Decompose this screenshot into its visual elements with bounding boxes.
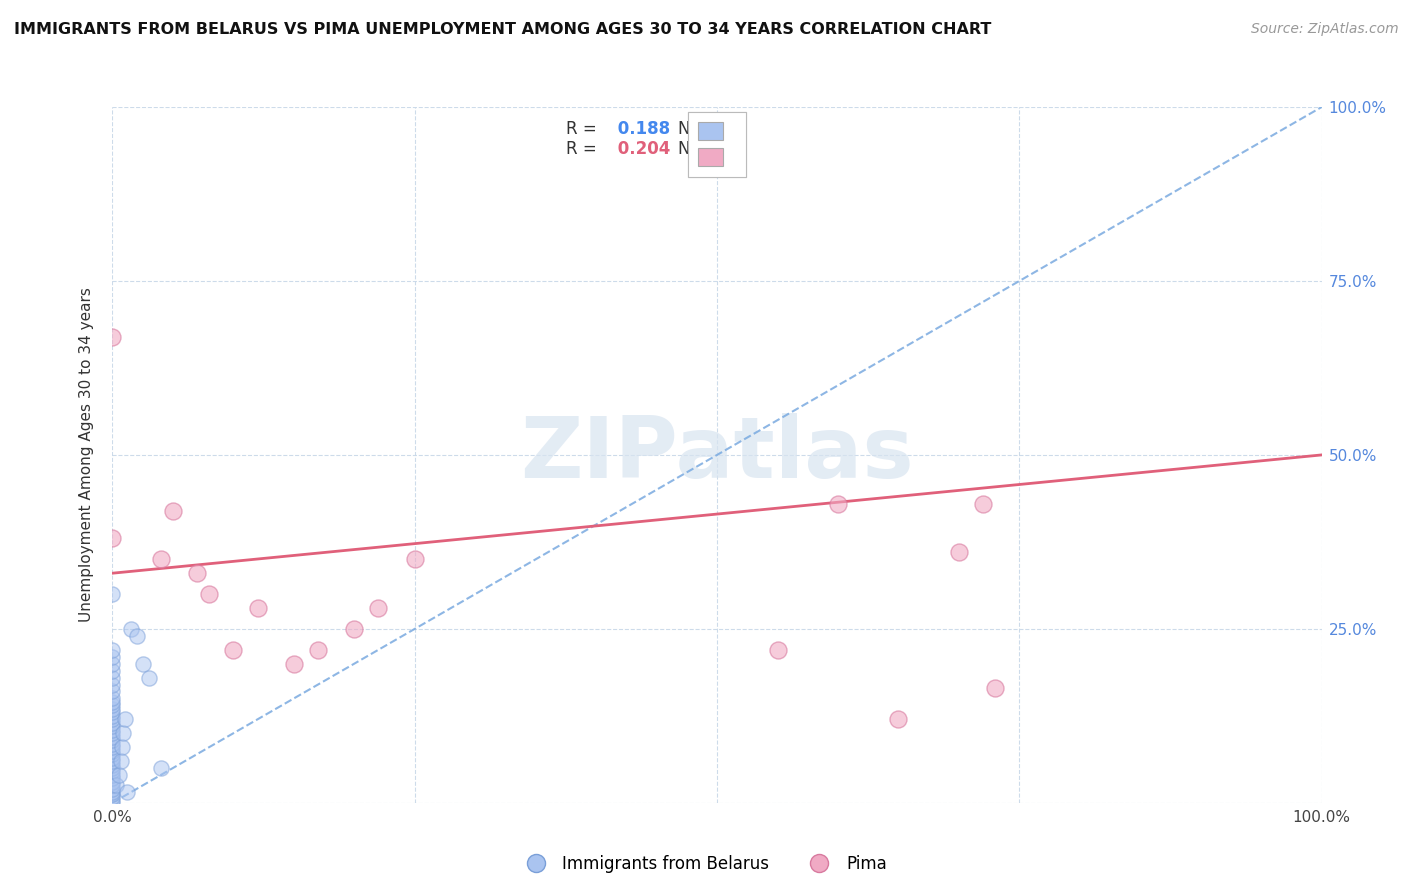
Point xyxy=(101,768,124,782)
Text: 52: 52 xyxy=(706,120,735,138)
Point xyxy=(101,698,124,713)
Point xyxy=(101,706,124,720)
Point xyxy=(101,532,124,546)
Point xyxy=(101,664,124,678)
Point xyxy=(101,677,124,691)
Point xyxy=(125,629,148,643)
Point xyxy=(101,715,124,730)
Point xyxy=(110,754,132,768)
Point xyxy=(246,601,269,615)
Legend: , : , xyxy=(688,112,747,177)
Text: N =: N = xyxy=(657,140,714,158)
Text: 0.204: 0.204 xyxy=(612,140,671,158)
Point xyxy=(101,737,124,751)
Point xyxy=(101,754,124,768)
Point xyxy=(766,642,789,657)
Point xyxy=(107,768,129,782)
Point xyxy=(101,649,124,664)
Point xyxy=(132,657,155,671)
Point xyxy=(101,785,124,799)
Point xyxy=(198,587,221,601)
Point xyxy=(101,750,124,764)
Point xyxy=(101,744,124,758)
Point xyxy=(307,642,329,657)
Text: Source: ZipAtlas.com: Source: ZipAtlas.com xyxy=(1251,22,1399,37)
Y-axis label: Unemployment Among Ages 30 to 34 years: Unemployment Among Ages 30 to 34 years xyxy=(79,287,94,623)
Text: R =: R = xyxy=(565,140,602,158)
Point xyxy=(101,790,124,805)
Point xyxy=(101,702,124,716)
Point xyxy=(343,622,366,636)
Point xyxy=(112,726,135,740)
Point xyxy=(283,657,305,671)
Text: IMMIGRANTS FROM BELARUS VS PIMA UNEMPLOYMENT AMONG AGES 30 TO 34 YEARS CORRELATI: IMMIGRANTS FROM BELARUS VS PIMA UNEMPLOY… xyxy=(14,22,991,37)
Point xyxy=(101,726,124,740)
Text: 0.188: 0.188 xyxy=(612,120,671,138)
Point xyxy=(101,329,124,343)
Point xyxy=(101,740,124,755)
Legend: Immigrants from Belarus, Pima: Immigrants from Belarus, Pima xyxy=(512,848,894,880)
Point xyxy=(114,712,136,726)
Point xyxy=(186,566,208,581)
Point xyxy=(101,793,124,807)
Point xyxy=(101,695,124,709)
Point xyxy=(101,684,124,698)
Point xyxy=(101,781,124,796)
Point xyxy=(101,587,124,601)
Text: R =: R = xyxy=(565,120,602,138)
Point xyxy=(101,761,124,775)
Point xyxy=(404,552,426,566)
Point xyxy=(972,497,994,511)
Point xyxy=(120,622,142,636)
Point xyxy=(827,497,849,511)
Point xyxy=(222,642,245,657)
Point xyxy=(101,671,124,685)
Point xyxy=(101,772,124,786)
Point xyxy=(101,775,124,789)
Point xyxy=(149,552,172,566)
Text: 19: 19 xyxy=(706,140,735,158)
Point xyxy=(149,761,172,775)
Point xyxy=(101,712,124,726)
Point xyxy=(984,681,1007,695)
Point xyxy=(111,740,134,755)
Point xyxy=(101,757,124,772)
Point xyxy=(101,719,124,733)
Point xyxy=(105,778,128,792)
Point xyxy=(101,764,124,779)
Point xyxy=(101,691,124,706)
Point xyxy=(101,723,124,737)
Point xyxy=(138,671,160,685)
Point xyxy=(101,708,124,723)
Point xyxy=(101,733,124,747)
Text: ZIPatlas: ZIPatlas xyxy=(520,413,914,497)
Point xyxy=(101,747,124,761)
Point xyxy=(101,730,124,744)
Point xyxy=(101,778,124,792)
Point xyxy=(162,503,184,517)
Point xyxy=(887,712,910,726)
Point xyxy=(367,601,389,615)
Point xyxy=(115,785,138,799)
Point xyxy=(101,788,124,802)
Point xyxy=(101,642,124,657)
Point xyxy=(948,545,970,559)
Point xyxy=(101,657,124,671)
Text: N =: N = xyxy=(657,120,714,138)
Point xyxy=(101,796,124,810)
